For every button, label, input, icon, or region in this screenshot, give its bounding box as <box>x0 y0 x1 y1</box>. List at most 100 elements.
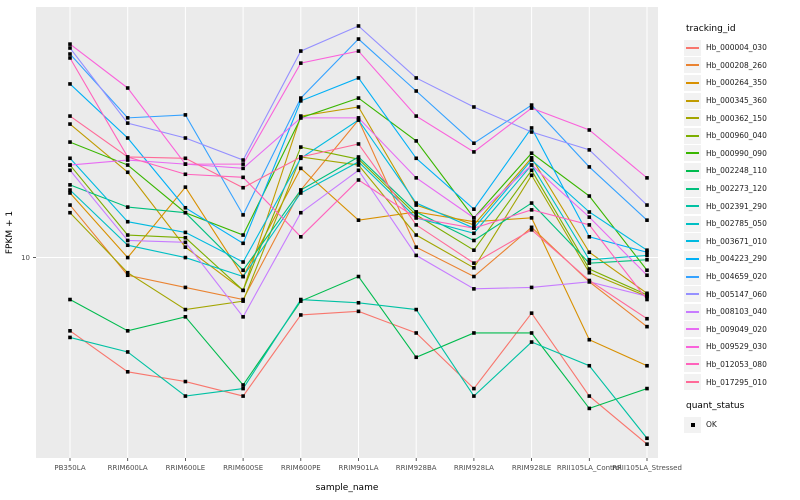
data-point <box>529 103 534 107</box>
data-point <box>414 176 418 180</box>
data-point <box>299 210 303 215</box>
data-point <box>299 96 303 100</box>
data-point <box>414 233 418 237</box>
data-point <box>125 158 130 162</box>
data-point <box>472 261 476 265</box>
data-point <box>529 158 534 162</box>
legend-items: Hb_000004_030 Hb_000208_260 Hb_000264_350 H… <box>684 39 798 391</box>
data-point <box>529 156 534 160</box>
legend-panel: tracking_id Hb_000004_030 Hb_000208_260 Hb… <box>684 24 798 433</box>
data-point <box>125 369 130 374</box>
data-point <box>472 231 476 236</box>
legend-key <box>684 215 701 232</box>
data-point <box>645 273 649 278</box>
data-point <box>645 436 649 441</box>
legend-key-line <box>686 293 699 296</box>
data-point <box>356 300 361 305</box>
legend-title-quant-status: quant_status <box>686 400 745 411</box>
x-tick-label: RRIM600PE <box>281 464 321 472</box>
legend-key-line <box>686 205 699 208</box>
legend-key <box>684 250 701 267</box>
data-point <box>241 288 245 293</box>
data-point <box>529 130 534 134</box>
data-point <box>529 163 534 167</box>
x-tick-label: PB350LA <box>54 464 85 472</box>
data-point <box>414 76 418 80</box>
x-axis-title: sample_name <box>316 483 379 493</box>
data-point <box>645 250 649 255</box>
legend-item: Hb_000345_360 <box>684 92 798 110</box>
data-point <box>183 394 188 398</box>
legend-item-label: Hb_000960_040 <box>706 131 767 141</box>
data-point <box>299 145 303 149</box>
data-point <box>645 203 649 207</box>
x-tick-label: RRIM600SE <box>223 464 263 472</box>
data-point <box>356 178 361 182</box>
data-point <box>68 329 72 333</box>
data-point <box>125 255 130 260</box>
legend-item-label: Hb_003671_010 <box>706 236 767 246</box>
data-point <box>529 228 534 232</box>
legend-item-label: Hb_004659_020 <box>706 272 767 282</box>
legend-item: Hb_008103_040 <box>684 303 798 321</box>
data-point <box>241 175 245 180</box>
data-point <box>414 201 418 205</box>
legend-item-label: Hb_002248_110 <box>706 166 767 176</box>
legend-item-label: Hb_002273_120 <box>706 184 767 194</box>
data-point <box>645 324 649 329</box>
data-point <box>125 350 130 354</box>
legend-item-label: Hb_005147_060 <box>706 289 767 299</box>
data-point <box>68 335 72 340</box>
legend-key-line <box>686 134 699 137</box>
data-point <box>529 285 534 290</box>
data-point <box>529 331 534 335</box>
data-point <box>183 235 188 240</box>
data-point <box>183 255 188 260</box>
legend-key <box>684 268 701 285</box>
panel-background <box>36 7 658 458</box>
data-point <box>587 337 592 342</box>
data-point <box>241 233 245 237</box>
data-point <box>356 218 361 222</box>
legend-item-label: Hb_012053_080 <box>706 359 767 369</box>
data-point <box>529 168 534 173</box>
data-point <box>472 226 476 230</box>
data-point <box>68 191 72 195</box>
data-point <box>587 267 592 271</box>
data-point <box>472 223 476 227</box>
legend-key-line <box>686 169 699 172</box>
data-point <box>125 219 130 224</box>
data-point <box>241 185 245 190</box>
data-point <box>645 386 649 391</box>
quant-status-label: OK <box>706 420 717 430</box>
data-point <box>241 299 245 303</box>
x-tick-label: RRII105LA_Stressed <box>612 464 682 472</box>
data-point <box>125 155 130 159</box>
data-point <box>587 215 592 219</box>
data-point <box>472 219 476 224</box>
legend-key <box>684 303 701 320</box>
legend-key-line <box>686 257 699 260</box>
data-point <box>472 274 476 279</box>
legend-item: Hb_012053_080 <box>684 356 798 374</box>
legend-item-label: Hb_009049_020 <box>706 324 767 334</box>
data-point <box>68 168 72 173</box>
point-marker-icon <box>690 422 695 427</box>
data-point <box>183 315 188 319</box>
data-point <box>356 274 361 279</box>
data-point <box>587 148 592 152</box>
legend-item-label: Hb_000208_260 <box>706 60 767 70</box>
data-point <box>472 331 476 335</box>
data-point <box>414 156 418 161</box>
legend-item: Hb_009049_020 <box>684 321 798 339</box>
data-point <box>529 216 534 220</box>
legend-item-label: Hb_017295_010 <box>706 377 767 387</box>
data-point <box>68 210 72 215</box>
legend-key <box>684 74 701 91</box>
legend-key-line <box>686 240 699 243</box>
data-point <box>472 287 476 291</box>
data-point <box>241 383 245 387</box>
data-point <box>356 37 361 41</box>
